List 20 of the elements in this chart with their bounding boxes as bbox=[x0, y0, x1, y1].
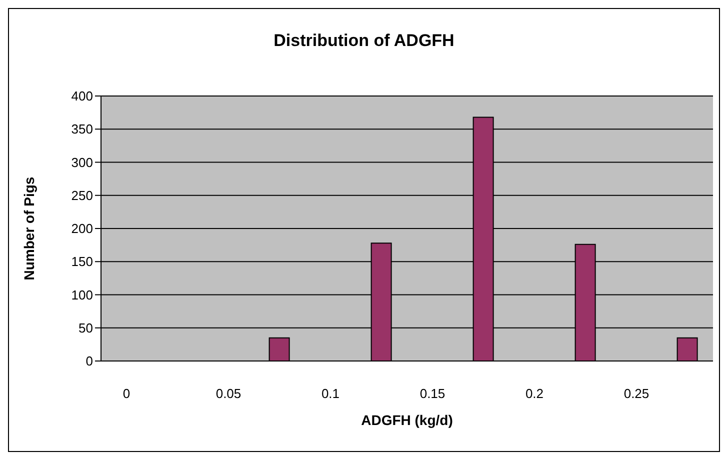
y-tick-label: 50 bbox=[78, 320, 93, 336]
y-tick-label: 400 bbox=[71, 88, 93, 104]
y-tick-label: 200 bbox=[71, 221, 93, 236]
x-tick-label: 0.05 bbox=[216, 386, 242, 402]
x-tick-label: 0.1 bbox=[321, 386, 340, 402]
x-tick-label: 0 bbox=[122, 386, 130, 402]
y-tick-label: 300 bbox=[71, 154, 93, 170]
x-tick-label: 0.2 bbox=[525, 386, 544, 402]
y-tick-label: 350 bbox=[71, 122, 93, 137]
chart-title: Distribution of ADGFH bbox=[272, 31, 456, 51]
y-tick-label: 150 bbox=[71, 254, 93, 270]
x-tick-label: 0.15 bbox=[420, 386, 446, 402]
x-tick-label: 0.25 bbox=[624, 386, 650, 402]
y-axis-title: Number of Pigs bbox=[20, 176, 37, 280]
bar bbox=[676, 337, 698, 361]
bar bbox=[268, 337, 290, 361]
y-tick-label: 250 bbox=[71, 188, 93, 203]
y-tick-label: 0 bbox=[86, 354, 93, 369]
x-axis-title: ADGFH (kg/d) bbox=[361, 412, 453, 428]
y-tick-label: 100 bbox=[71, 287, 93, 302]
